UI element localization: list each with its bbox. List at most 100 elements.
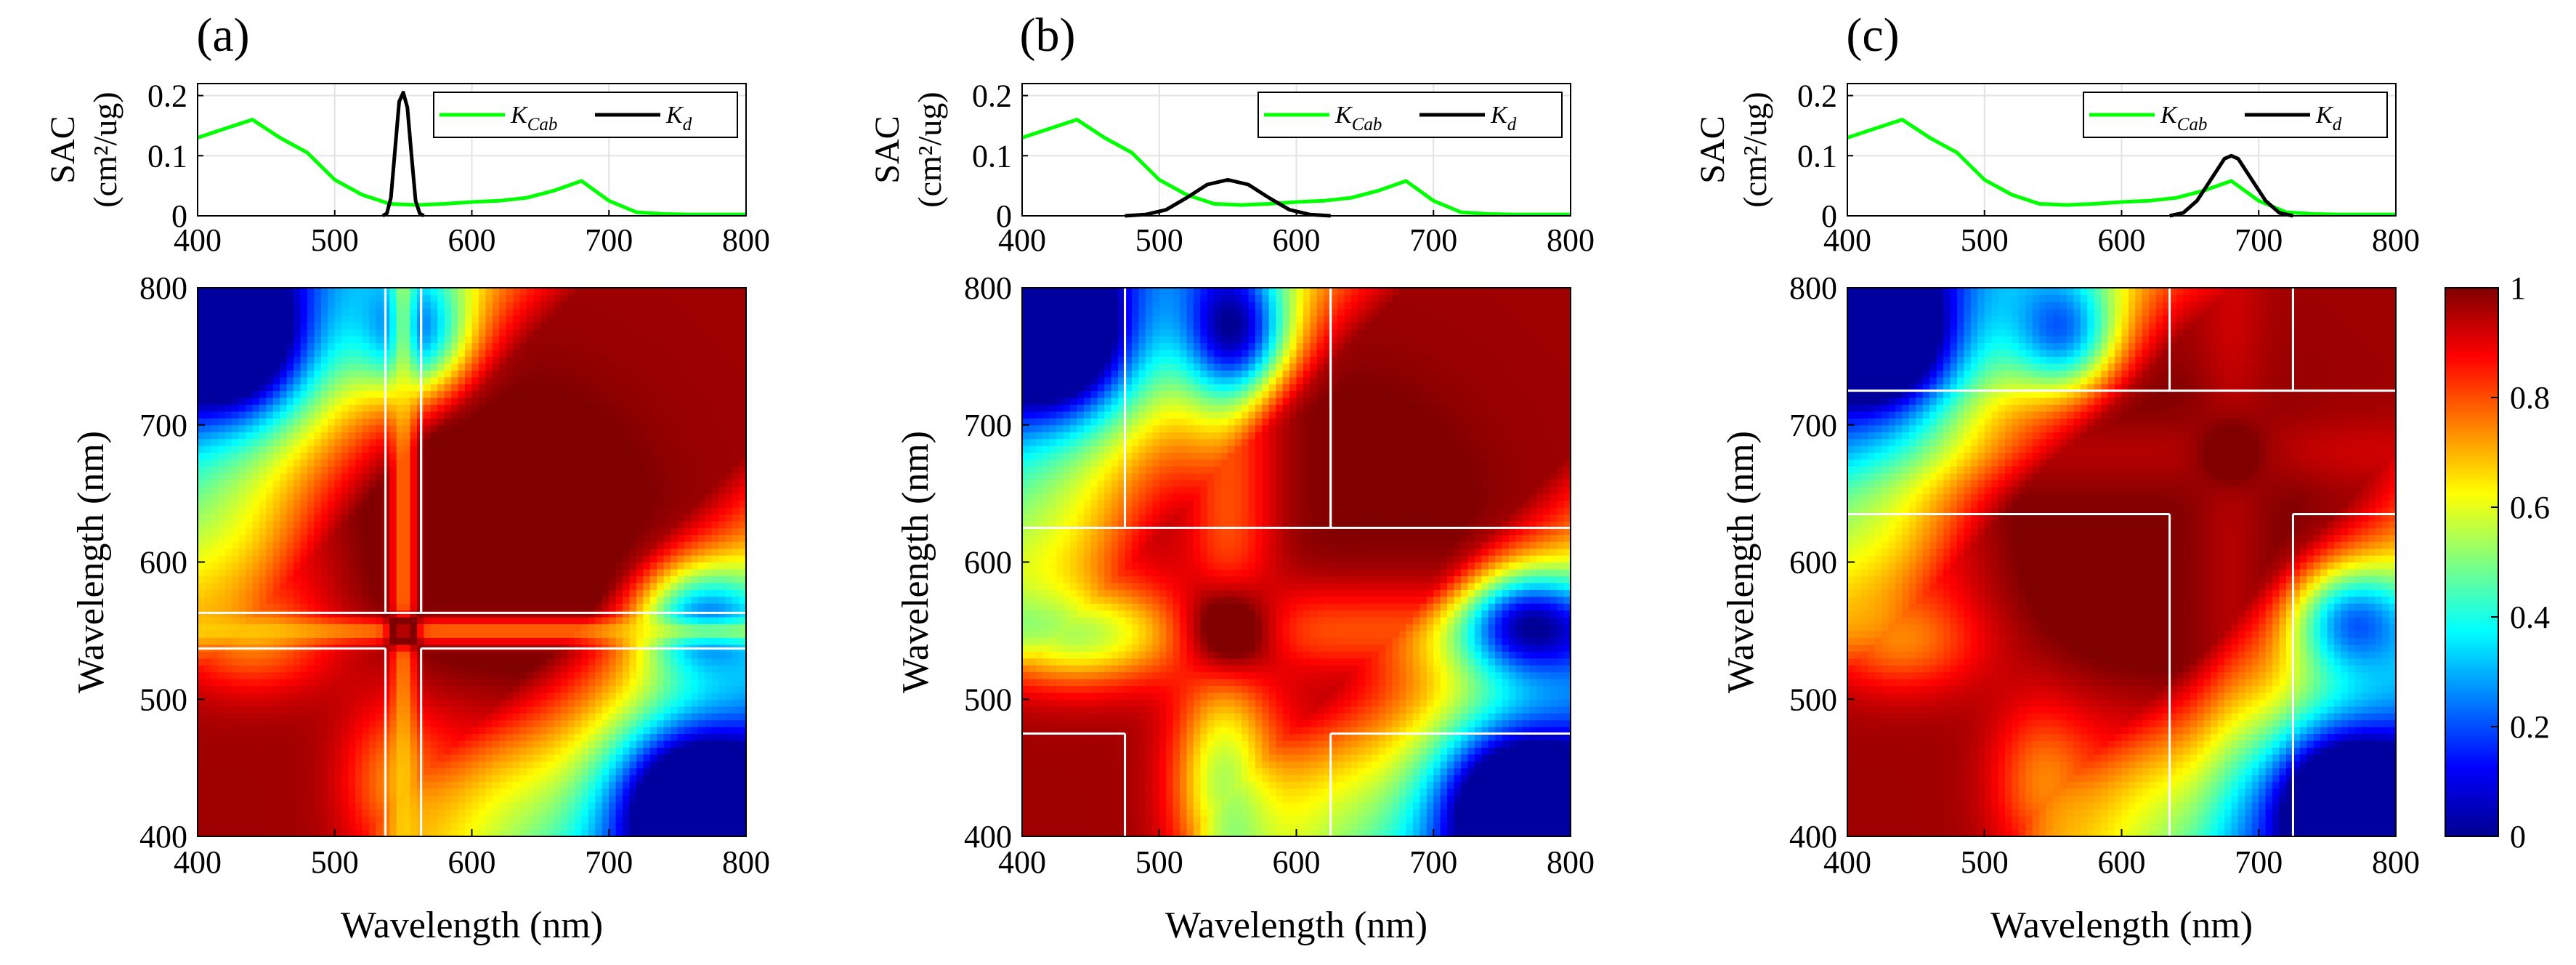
heatmap-cell xyxy=(252,397,260,405)
heatmap-cell xyxy=(259,480,267,488)
heatmap-cell xyxy=(328,781,336,789)
heatmap-cell xyxy=(499,500,507,508)
heatmap-cell xyxy=(224,315,232,323)
heatmap-cell xyxy=(246,308,254,316)
heatmap-cell xyxy=(266,342,274,350)
heatmap-cell xyxy=(410,384,418,392)
heatmap-cell xyxy=(232,438,240,446)
heatmap-cell xyxy=(451,727,459,735)
heatmap-cell xyxy=(465,767,473,775)
heatmap-cell xyxy=(533,596,541,604)
heatmap-cell xyxy=(307,823,315,831)
heatmap-cell xyxy=(307,514,315,522)
heatmap-cell xyxy=(458,719,466,727)
heatmap-cell xyxy=(293,775,301,783)
heatmap-cell xyxy=(362,397,370,405)
heatmap-cell xyxy=(554,802,562,809)
heatmap-cell xyxy=(485,397,493,405)
heatmap-cell xyxy=(540,411,548,419)
heatmap-cell xyxy=(588,727,596,735)
heatmap-cell xyxy=(348,397,356,405)
heatmap-cell xyxy=(567,699,575,707)
heatmap-cell xyxy=(198,486,206,494)
heatmap-cell xyxy=(389,397,397,405)
heatmap-cell xyxy=(410,781,418,789)
heatmap-cell xyxy=(561,328,569,336)
heatmap-cell xyxy=(238,829,246,837)
heatmap-cell xyxy=(396,747,404,755)
heatmap-cell xyxy=(224,740,232,748)
heatmap-cell xyxy=(224,685,232,693)
heatmap-cell xyxy=(437,507,445,515)
heatmap-cell xyxy=(376,555,384,563)
heatmap-cell xyxy=(259,349,267,357)
heatmap-cell xyxy=(602,507,609,515)
heatmap-cell xyxy=(266,568,274,576)
heatmap-cell xyxy=(259,706,267,714)
heatmap-cell xyxy=(286,740,294,748)
heatmap-cell xyxy=(238,589,246,597)
heatmap-cell xyxy=(458,775,466,783)
heatmap-cell xyxy=(410,809,418,817)
heatmap-cell xyxy=(465,534,473,542)
heatmap-cell xyxy=(437,548,445,556)
heatmap-cell xyxy=(368,411,376,419)
heatmap-cell xyxy=(527,548,535,556)
heatmap xyxy=(198,288,747,837)
heatmap-cell xyxy=(204,480,212,488)
heatmap-cell xyxy=(204,630,212,638)
heatmap-cell xyxy=(513,719,521,727)
heatmap-cell xyxy=(362,294,370,302)
heatmap-cell xyxy=(540,685,548,693)
heatmap-cell xyxy=(272,568,280,576)
heatmap-cell xyxy=(561,486,569,494)
heatmap-cell xyxy=(567,767,575,775)
heatmap-cell xyxy=(519,500,527,508)
heatmap-cell xyxy=(286,733,294,741)
heatmap-cell xyxy=(389,589,397,597)
heatmap-cell xyxy=(328,342,336,350)
heatmap-cell xyxy=(218,802,226,809)
heatmap-cell xyxy=(410,424,418,432)
heatmap-cell xyxy=(328,486,336,494)
heatmap-cell xyxy=(567,411,575,419)
heatmap-cell xyxy=(527,528,535,536)
heatmap-cell xyxy=(246,767,254,775)
heatmap-cell xyxy=(547,658,555,666)
heatmap-cell xyxy=(410,829,418,837)
heatmap-cell xyxy=(527,658,535,666)
heatmap-cell xyxy=(465,658,473,666)
heatmap-cell xyxy=(465,589,473,597)
heatmap-cell xyxy=(293,692,301,700)
heatmap-cell xyxy=(602,363,609,371)
heatmap-cell xyxy=(602,370,609,378)
heatmap-cell xyxy=(478,815,486,823)
heatmap-cell xyxy=(602,562,609,570)
heatmap-cell xyxy=(506,336,514,344)
heatmap-cell xyxy=(368,775,376,783)
heatmap-cell xyxy=(519,823,527,831)
heatmap-cell xyxy=(430,432,438,440)
heatmap-cell xyxy=(458,678,466,686)
heatmap-cell xyxy=(314,534,322,542)
heatmap-cell xyxy=(540,727,548,735)
heatmap-cell xyxy=(561,452,569,460)
heatmap-cell xyxy=(389,363,397,371)
heatmap-cell xyxy=(527,617,535,625)
heatmap-cell xyxy=(485,514,493,522)
heatmap-cell xyxy=(376,336,384,344)
heatmap-cell xyxy=(410,555,418,563)
heatmap-cell xyxy=(314,528,322,536)
heatmap-cell xyxy=(252,438,260,446)
heatmap-cell xyxy=(547,294,555,302)
heatmap-cell xyxy=(430,651,438,659)
x-tick-label: 700 xyxy=(585,222,633,258)
heatmap-cell xyxy=(198,781,206,789)
heatmap-cell xyxy=(519,541,527,549)
heatmap-cell xyxy=(424,815,432,823)
heatmap-cell xyxy=(307,472,315,480)
heatmap-cell xyxy=(424,528,432,536)
heatmap-cell xyxy=(506,541,514,549)
heatmap-cell xyxy=(451,411,459,419)
heatmap-cell xyxy=(224,823,232,831)
